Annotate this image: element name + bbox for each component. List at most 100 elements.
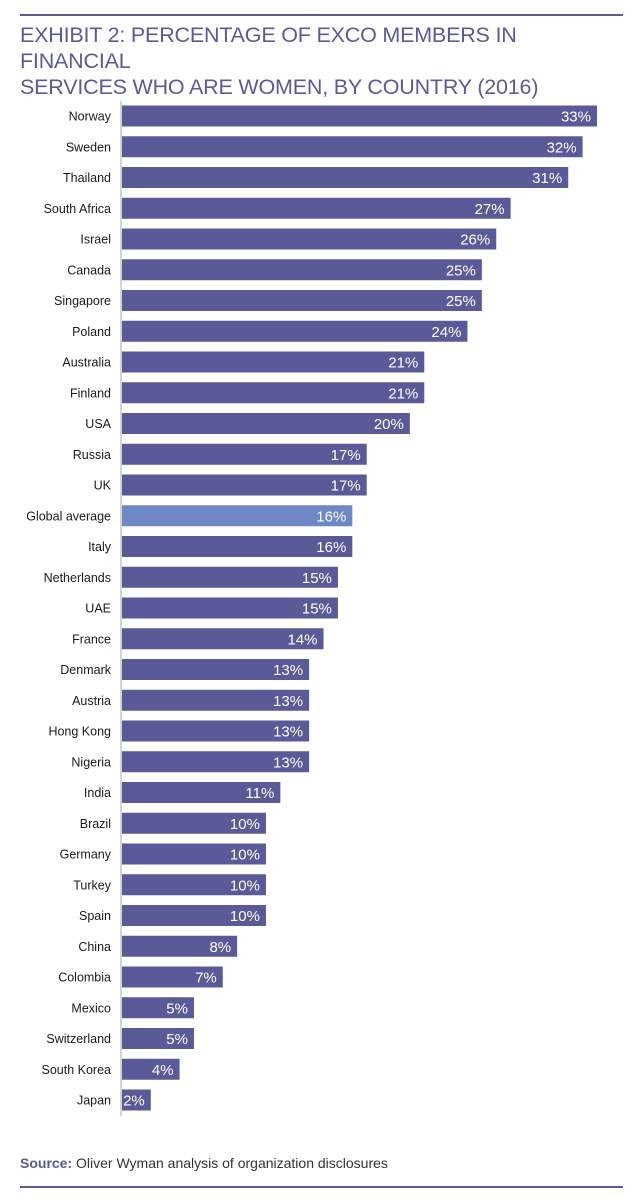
value-label-austria: 13%	[273, 693, 303, 710]
value-label-france: 14%	[287, 631, 317, 648]
value-label-italy: 16%	[316, 539, 346, 556]
value-label-thailand: 31%	[532, 170, 562, 187]
value-label-nigeria: 13%	[273, 754, 303, 771]
category-label-finland: Finland	[70, 386, 111, 400]
category-label-poland: Poland	[72, 325, 111, 339]
chart-title: EXHIBIT 2: PERCENTAGE OF EXCO MEMBERS IN…	[20, 22, 630, 100]
category-label-global-average: Global average	[26, 509, 111, 523]
value-label-australia: 21%	[388, 355, 418, 372]
category-label-uae: UAE	[85, 602, 111, 616]
category-label-denmark: Denmark	[60, 663, 111, 677]
bar-india	[122, 782, 281, 803]
value-label-uk: 17%	[331, 478, 361, 495]
category-label-south-korea: South Korea	[42, 1063, 112, 1077]
bar-germany	[122, 843, 266, 865]
value-label-japan: 2%	[123, 1093, 145, 1110]
bar-nigeria	[122, 751, 310, 773]
category-label-netherlands: Netherlands	[44, 571, 111, 585]
category-label-thailand: Thailand	[63, 171, 111, 185]
bar-netherlands	[122, 566, 338, 588]
category-label-canada: Canada	[67, 263, 111, 277]
bar-israel	[122, 228, 497, 250]
category-label-india: India	[84, 786, 111, 800]
value-label-china: 8%	[209, 939, 231, 956]
category-label-usa: USA	[85, 417, 111, 431]
category-label-turkey: Turkey	[73, 878, 111, 892]
value-label-south-africa: 27%	[475, 201, 505, 218]
bar-turkey	[122, 874, 266, 896]
value-label-norway: 33%	[561, 109, 591, 126]
value-label-sweden: 32%	[547, 139, 577, 156]
category-label-france: France	[72, 632, 111, 646]
category-label-israel: Israel	[80, 233, 111, 247]
category-label-spain: Spain	[79, 909, 111, 923]
value-label-germany: 10%	[230, 847, 260, 864]
bar-mexico	[122, 997, 194, 1019]
bar-spain	[122, 905, 266, 926]
category-label-japan: Japan	[77, 1094, 111, 1108]
bar-norway	[122, 105, 597, 127]
value-label-poland: 24%	[431, 324, 461, 341]
source-note: Source: Oliver Wyman analysis of organiz…	[20, 1155, 388, 1171]
value-label-singapore: 25%	[446, 293, 476, 310]
title-line-2: SERVICES WHO ARE WOMEN, BY COUNTRY (2016…	[20, 75, 539, 99]
value-label-israel: 26%	[460, 232, 490, 249]
category-label-singapore: Singapore	[54, 294, 111, 308]
value-label-south-korea: 4%	[152, 1062, 174, 1079]
value-label-canada: 25%	[446, 262, 476, 279]
bar-france	[122, 628, 324, 650]
value-label-netherlands: 15%	[302, 570, 332, 587]
bar-russia	[122, 443, 367, 465]
value-label-brazil: 10%	[230, 816, 260, 833]
bar-china	[122, 935, 238, 957]
bar-brazil	[122, 812, 266, 834]
bottom-rule	[20, 1186, 623, 1188]
bar-poland	[122, 320, 468, 342]
bar-global-average	[122, 505, 353, 527]
bar-austria	[122, 689, 310, 711]
source-label: Source:	[20, 1155, 73, 1171]
bar-australia	[122, 351, 425, 373]
title-line-1: EXHIBIT 2: PERCENTAGE OF EXCO MEMBERS IN…	[20, 23, 517, 73]
bar-canada	[122, 259, 482, 281]
value-label-spain: 10%	[230, 908, 260, 925]
value-label-switzerland: 5%	[166, 1031, 188, 1048]
value-label-finland: 21%	[388, 385, 418, 402]
category-label-mexico: Mexico	[71, 1001, 111, 1015]
value-label-usa: 20%	[374, 416, 404, 433]
bar-colombia	[122, 966, 223, 988]
category-label-austria: Austria	[72, 694, 111, 708]
bar-switzerland	[122, 1028, 194, 1049]
bar-south-africa	[122, 197, 511, 219]
source-text: Oliver Wyman analysis of organization di…	[76, 1155, 388, 1171]
bar-hong-kong	[122, 720, 310, 742]
bar-uae	[122, 597, 338, 619]
value-label-turkey: 10%	[230, 877, 260, 894]
category-label-south-africa: South Africa	[44, 202, 111, 216]
category-label-hong-kong: Hong Kong	[48, 725, 111, 739]
bar-japan	[122, 1089, 151, 1111]
category-label-germany: Germany	[60, 848, 112, 862]
value-label-russia: 17%	[331, 447, 361, 464]
category-label-norway: Norway	[69, 110, 112, 124]
category-label-brazil: Brazil	[80, 817, 111, 831]
category-label-russia: Russia	[73, 448, 111, 462]
top-rule	[20, 14, 623, 16]
value-label-india: 11%	[245, 785, 274, 802]
category-label-switzerland: Switzerland	[46, 1032, 111, 1046]
bar-uk	[122, 474, 367, 496]
category-label-china: China	[78, 940, 111, 954]
bar-finland	[122, 382, 425, 404]
value-label-global-average: 16%	[316, 508, 346, 525]
value-label-denmark: 13%	[273, 662, 303, 679]
category-label-uk: UK	[94, 479, 112, 493]
category-label-colombia: Colombia	[58, 971, 111, 985]
category-label-sweden: Sweden	[66, 140, 111, 154]
bar-singapore	[122, 290, 482, 311]
category-label-italy: Italy	[88, 540, 112, 554]
category-label-nigeria: Nigeria	[71, 755, 111, 769]
bar-south-korea	[122, 1058, 180, 1080]
chart-svg: Norway 33% Sweden 32% Thailand 31% South Afric…	[26, 101, 597, 1116]
value-label-uae: 15%	[302, 601, 332, 618]
bar-denmark	[122, 659, 310, 680]
